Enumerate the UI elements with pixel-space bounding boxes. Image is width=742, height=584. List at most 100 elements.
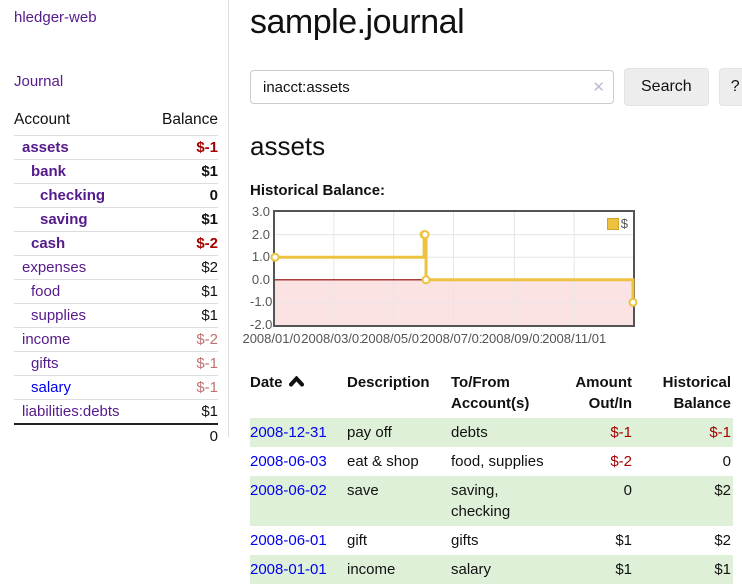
transaction-balance: $2 (714, 532, 731, 549)
account-balance: $1 (201, 163, 218, 180)
account-balance: $1 (201, 307, 218, 324)
account-balance: $-1 (196, 355, 218, 372)
transaction-description: income (347, 561, 396, 578)
y-axis-tick-label: 1.0 (251, 249, 270, 265)
x-axis-tick-label: 2008/07/01 (420, 331, 487, 346)
register-row: 2008-06-02 save saving, checking 0 $2 (250, 476, 733, 526)
y-axis-tick-label: -1.0 (250, 294, 273, 310)
account-balance: $1 (201, 211, 218, 228)
transaction-accounts: gifts (451, 532, 479, 549)
legend-swatch-icon (606, 217, 619, 230)
transaction-accounts: food, supplies (451, 453, 544, 470)
transaction-balance: $2 (714, 482, 731, 499)
register-row: 2008-06-01 gift gifts $1 $2 (250, 526, 733, 555)
y-axis-tick-label: 2.0 (251, 226, 270, 242)
account-balance: $-1 (196, 139, 218, 156)
help-button[interactable]: ? (718, 68, 742, 106)
page-title: sample.journal (250, 3, 465, 41)
amount-column-header: Amount Out/In (575, 374, 632, 412)
accounts-total-row: 0 (14, 424, 218, 448)
register-row: 2008-06-03 eat & shop food, supplies $-2… (250, 447, 733, 476)
app-title-link[interactable]: hledger-web (14, 9, 97, 26)
account-link-saving[interactable]: saving (40, 211, 88, 228)
account-balance: $-1 (196, 379, 218, 396)
accounts-table: Account Balance assets $-1 bank $1 check… (14, 108, 218, 448)
account-balance: $1 (201, 403, 218, 420)
account-link-gifts[interactable]: gifts (31, 355, 59, 372)
account-row-liabilities-debts: liabilities:debts $1 (14, 399, 218, 425)
account-link-checking[interactable]: checking (40, 187, 106, 204)
y-axis-tick-label: -2.0 (250, 317, 273, 332)
accounts-column-header: To/From Account(s) (451, 374, 530, 412)
transaction-balance: $1 (714, 561, 731, 578)
account-link-income[interactable]: income (22, 331, 71, 348)
transaction-amount: $1 (615, 532, 632, 549)
register-row: 2008-01-01 income salary $1 $1 (250, 555, 733, 584)
transaction-amount: $-1 (610, 424, 632, 441)
account-row-assets: assets $-1 (14, 135, 218, 160)
account-link-supplies[interactable]: supplies (31, 307, 87, 324)
account-link-cash[interactable]: cash (31, 235, 66, 252)
transaction-date-link[interactable]: 2008-01-01 (250, 561, 327, 578)
chart-title: Historical Balance: (250, 182, 386, 199)
account-link-assets[interactable]: assets (22, 139, 69, 156)
account-heading: assets (250, 131, 326, 161)
account-link-liabilities-debts[interactable]: liabilities:debts (22, 403, 120, 420)
search-button[interactable]: Search (624, 68, 709, 106)
account-row-bank: bank $1 (14, 159, 218, 184)
x-axis-tick-label: 2008/01/01 (242, 331, 308, 346)
account-link-expenses[interactable]: expenses (22, 259, 87, 276)
transaction-amount: 0 (623, 482, 632, 499)
account-row-supplies: supplies $1 (14, 303, 218, 328)
transaction-accounts: saving, checking (451, 482, 511, 520)
historical-balance-chart: $ 3.0 2.0 1.0 0.0 -1.0 -2.0 2008/01/01 2008/03/… (242, 205, 642, 350)
account-link-salary[interactable]: salary (31, 379, 72, 396)
legend-label: $ (620, 216, 628, 231)
sidebar-item-journal[interactable]: Journal (14, 73, 64, 90)
transaction-accounts: salary (451, 561, 492, 578)
transaction-date-link[interactable]: 2008-06-02 (250, 482, 327, 499)
transaction-date-link[interactable]: 2008-12-31 (250, 424, 327, 441)
transaction-amount: $1 (615, 561, 632, 578)
account-row-gifts: gifts $-1 (14, 351, 218, 376)
transaction-accounts: debts (451, 424, 488, 441)
account-link-bank[interactable]: bank (31, 163, 67, 180)
account-row-saving: saving $1 (14, 207, 218, 232)
account-balance: 0 (209, 187, 218, 204)
search-input[interactable] (250, 70, 614, 104)
account-row-cash: cash $-2 (14, 231, 218, 256)
description-column-header: Description (347, 374, 430, 391)
clear-search-icon[interactable]: ✕ (592, 79, 605, 96)
account-balance: $-2 (196, 235, 218, 252)
chart-canvas (270, 212, 638, 325)
transaction-balance: 0 (722, 453, 731, 470)
transaction-description: save (347, 482, 379, 499)
main-content: sample.journal ✕ Search ? assets Histori… (242, 0, 742, 584)
transaction-description: eat & shop (347, 453, 419, 470)
search-form: ✕ Search ? (250, 68, 742, 106)
transaction-balance: $-1 (709, 424, 731, 441)
transaction-amount: $-2 (610, 453, 632, 470)
y-axis-tick-label: 0.0 (251, 271, 270, 287)
transaction-date-link[interactable]: 2008-06-01 (250, 532, 327, 549)
account-balance: $2 (201, 259, 218, 276)
chart-plot-area: $ (270, 210, 638, 327)
sort-ascending-icon (288, 372, 304, 393)
account-row-salary: salary $-1 (14, 375, 218, 400)
accounts-total-value: 0 (209, 428, 218, 445)
register-table: Date Description To/From Account(s) Amou… (250, 370, 733, 584)
date-column-header[interactable]: Date (250, 370, 347, 418)
account-column-header: Account (14, 111, 71, 128)
transaction-description: pay off (347, 424, 392, 441)
account-row-food: food $1 (14, 279, 218, 304)
sidebar: hledger-web Journal Account Balance asse… (0, 0, 229, 445)
x-axis-tick-label: 2008/11/01 (542, 331, 607, 346)
transaction-date-link[interactable]: 2008-06-03 (250, 453, 327, 470)
accounts-header-row: Account Balance (14, 108, 218, 136)
account-row-expenses: expenses $2 (14, 255, 218, 280)
x-axis-tick-label: 2008/09/01 (481, 331, 547, 346)
register-row: 2008-12-31 pay off debts $-1 $-1 (250, 418, 733, 447)
account-link-food[interactable]: food (31, 283, 61, 300)
register-header-row: Date Description To/From Account(s) Amou… (250, 370, 733, 418)
account-row-checking: checking 0 (14, 183, 218, 208)
